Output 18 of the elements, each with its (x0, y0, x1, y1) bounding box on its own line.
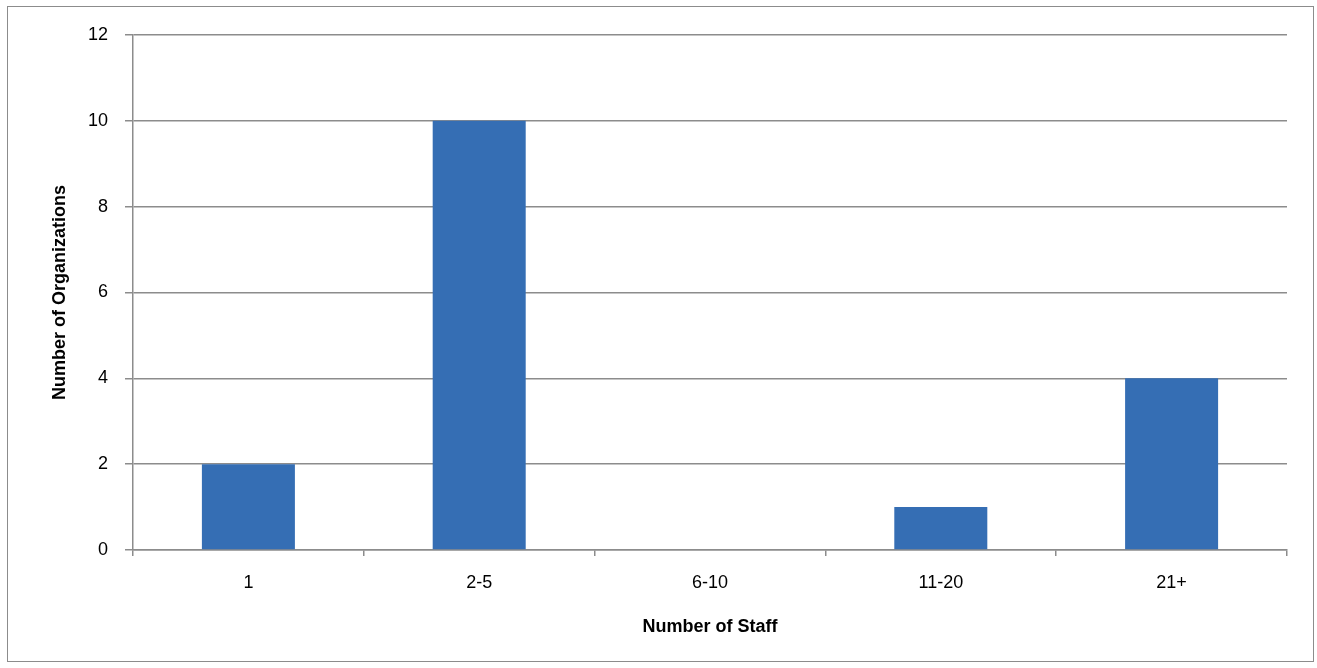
y-tick-label: 10 (87, 109, 108, 130)
y-axis-title: Number of Organizations (48, 184, 69, 401)
y-tick-label: 8 (97, 195, 108, 216)
bar (894, 507, 988, 550)
y-tick-label: 6 (97, 281, 108, 302)
bar (1125, 378, 1219, 550)
x-tick-label: 11-20 (918, 571, 964, 592)
y-tick-label: 0 (97, 538, 108, 559)
y-tick-label: 12 (87, 23, 108, 44)
x-axis-title: Number of Staff (642, 616, 779, 637)
x-tick-label: 21+ (1156, 571, 1187, 592)
bar (432, 120, 526, 550)
x-tick-label: 2-5 (466, 571, 493, 592)
x-tick-label: 6-10 (691, 571, 729, 592)
y-tick-label: 4 (97, 367, 108, 388)
x-tick-label: 1 (243, 571, 254, 592)
y-tick-label: 2 (97, 453, 108, 474)
bar (201, 464, 295, 550)
